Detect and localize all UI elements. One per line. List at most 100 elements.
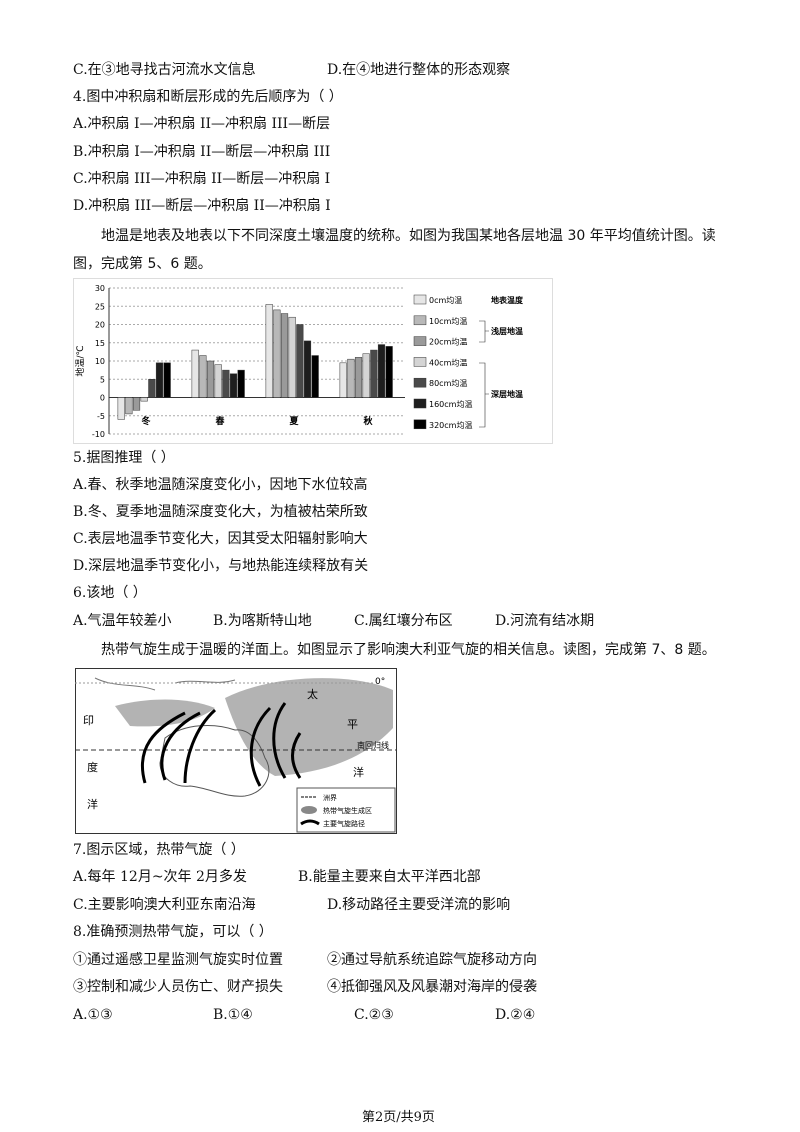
- bar: [280, 313, 289, 398]
- legend-label: 主要气旋路径: [323, 819, 365, 828]
- bar: [288, 316, 296, 398]
- bar: [206, 360, 215, 398]
- passage: 地温是地表及地表以下不同深度土壤温度的统称。如图为我国某地各层地温 30 年平均…: [73, 228, 716, 272]
- y-tick-label: -5: [97, 412, 105, 421]
- option: C.②③: [354, 1007, 394, 1023]
- bar: [362, 353, 370, 398]
- option: A.气温年较差小: [73, 613, 172, 629]
- bar: [370, 349, 378, 398]
- question-stem: 4.图中冲积扇和断层形成的先后顺序为（ ）: [73, 89, 343, 105]
- y-tick-label: 0: [100, 394, 105, 403]
- x-tick-label: 冬: [141, 415, 151, 427]
- option: B.冬、夏季地温随深度变化大，为植被枯荣所致: [73, 504, 368, 520]
- option: B.为喀斯特山地: [213, 613, 312, 629]
- y-axis-label: 地温/℃: [74, 345, 86, 376]
- map-label: 0°: [375, 677, 385, 687]
- bar: [354, 357, 363, 398]
- map-label: 平: [347, 718, 358, 731]
- legend-label: 热带气旋生成区: [323, 806, 372, 815]
- map-label: 印: [83, 714, 94, 727]
- legend-label: 80cm均温: [429, 378, 467, 388]
- cyclone-paths: [140, 702, 302, 787]
- map-label: 洋: [87, 797, 98, 811]
- legend-label: 320cm均温: [429, 420, 472, 430]
- bar: [222, 369, 230, 398]
- bar: [214, 364, 222, 398]
- bar: [148, 379, 156, 398]
- bar: [339, 362, 347, 398]
- cyclone-zone: [225, 678, 393, 776]
- bar: [377, 344, 386, 398]
- bar: [132, 397, 141, 411]
- option: D.②④: [495, 1007, 536, 1023]
- australia: [159, 725, 270, 797]
- x-tick-label: 春: [214, 415, 225, 427]
- chart-frame: [73, 278, 553, 444]
- x-tick-label: 秋: [362, 415, 373, 427]
- bar: [296, 324, 304, 398]
- bar: [311, 355, 319, 398]
- legend-bracket: [479, 320, 489, 343]
- page-footer: 第2页/共9页: [362, 1110, 435, 1125]
- legend-key: [301, 806, 317, 814]
- option: A.每年 12月~次年 2月多发: [73, 869, 247, 885]
- bar: [199, 355, 207, 398]
- legend-group: 浅层地温: [491, 326, 523, 336]
- option: B.①④: [213, 1007, 253, 1023]
- bar: [117, 397, 125, 420]
- item: ②通过导航系统追踪气旋移动方向: [327, 952, 537, 968]
- option: B.能量主要来自太平洋西北部: [298, 869, 481, 885]
- bar: [303, 340, 312, 398]
- bar: [237, 369, 245, 398]
- option: A.冲积扇 I—冲积扇 II—冲积扇 III—断层: [73, 116, 331, 132]
- option: D.深层地温季节变化小，与地热能连续释放有关: [73, 558, 369, 574]
- y-tick-label: 20: [95, 321, 105, 330]
- question-stem: 5.据图推理（ ）: [73, 450, 175, 466]
- option: A.春、秋季地温随深度变化小，因地下水位较高: [73, 477, 368, 493]
- y-tick-label: 5: [100, 375, 105, 384]
- legend-key: [413, 294, 427, 305]
- option: A.①③: [73, 1007, 113, 1023]
- bar: [229, 373, 238, 398]
- item: ④抵御强风及风暴潮对海岸的侵袭: [327, 979, 537, 995]
- bar: [191, 349, 199, 398]
- legend-label: 40cm均温: [429, 357, 467, 367]
- y-tick-label: 15: [95, 339, 105, 348]
- legend-key: [413, 315, 427, 326]
- option: C.属红壤分布区: [354, 613, 453, 629]
- bar: [163, 362, 171, 398]
- question-stem: 6.该地（ ）: [73, 585, 147, 601]
- option: C.主要影响澳大利亚东南沿海: [73, 897, 256, 913]
- option: D.在④地进行整体的形态观察: [327, 62, 511, 78]
- option: C.表层地温季节变化大，因其受太阳辐射影响大: [73, 531, 368, 547]
- item: ①通过遥感卫星监测气旋实时位置: [73, 952, 283, 968]
- legend-bracket: [479, 362, 489, 428]
- x-tick-label: 夏: [288, 416, 299, 427]
- bar: [347, 358, 355, 398]
- question-stem: 7.图示区域，热带气旋（ ）: [73, 842, 245, 858]
- map-label: 度: [87, 760, 98, 774]
- map-label: 洋: [353, 765, 364, 779]
- option: C.冲积扇 III—冲积扇 II—断层—冲积扇 I: [73, 171, 331, 187]
- question-stem: 8.准确预测热带气旋，可以（ ）: [73, 924, 273, 940]
- bar: [155, 362, 164, 398]
- option: D.冲积扇 III—断层—冲积扇 II—冲积扇 I: [73, 198, 331, 214]
- option: D.移动路径主要受洋流的影响: [327, 897, 511, 913]
- legend-label: 20cm均温: [429, 337, 467, 347]
- legend-label: 洲界: [323, 794, 337, 802]
- legend-label: 0cm均温: [429, 295, 462, 305]
- y-tick-label: -10: [92, 430, 105, 439]
- bar: [125, 397, 133, 415]
- bar: [140, 397, 148, 402]
- legend-key: [413, 357, 427, 367]
- option: D.河流有结冰期: [495, 613, 595, 629]
- legend-label: 160cm均温: [429, 399, 472, 409]
- legend-key: [413, 419, 427, 430]
- y-tick-label: 10: [95, 357, 105, 366]
- item: ③控制和减少人员伤亡、财产损失: [73, 979, 283, 995]
- map: 0° 南回归线 印 度 洋 太 平 洋 洲界 热带气旋生成区 主要气旋路径: [75, 668, 397, 834]
- map-label: 太: [307, 688, 318, 701]
- legend-key: [300, 819, 320, 826]
- legend-label: 10cm均温: [429, 316, 467, 326]
